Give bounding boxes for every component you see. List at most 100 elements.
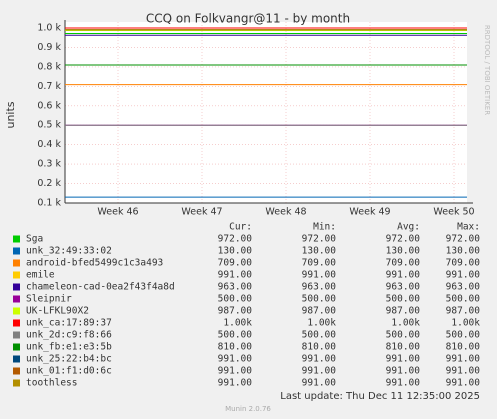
y-tick-label: 0.8 k (37, 61, 61, 72)
legend-label: unk_01:f1:d0:6c (26, 366, 112, 377)
legend-value: 991.00 (386, 270, 421, 281)
legend-value: 987.00 (218, 306, 253, 317)
legend-value: 709.00 (302, 258, 337, 269)
legend-value: 1.00k (223, 318, 252, 329)
legend-value: 991.00 (218, 366, 253, 377)
legend-value: 963.00 (386, 282, 421, 293)
legend-swatch (13, 235, 20, 243)
legend-label: unk_25:22:b4:bc (26, 354, 112, 365)
x-tick-label: Week 48 (265, 207, 306, 218)
y-tick-label: 0.2 k (37, 178, 61, 189)
x-tick-label: Week 49 (349, 207, 390, 218)
legend-label: chameleon-cad-0ea2f43f4a8d (26, 282, 175, 293)
legend-swatch (13, 379, 20, 387)
legend-value: 963.00 (218, 282, 253, 293)
legend-value: 972.00 (446, 234, 481, 245)
legend-value: 500.00 (218, 330, 253, 341)
legend-value: 500.00 (218, 294, 253, 305)
legend-value: 810.00 (446, 342, 481, 353)
legend-value: 500.00 (386, 330, 421, 341)
legend-label: Sga (26, 234, 43, 245)
side-label: RRDTOOL / TOBI OETIKER (483, 25, 491, 115)
legend-value: 130.00 (302, 246, 337, 257)
legend-value: 709.00 (218, 258, 253, 269)
legend-swatch (13, 271, 20, 279)
legend-value: 987.00 (446, 306, 481, 317)
legend-swatch (13, 295, 20, 303)
legend-swatch (13, 247, 20, 255)
column-header: Min: (313, 222, 336, 233)
legend-label: toothless (26, 378, 77, 389)
legend-swatch (13, 307, 20, 315)
y-tick-label: 0.3 k (37, 159, 61, 170)
legend-label: emile (26, 270, 55, 281)
legend-value: 972.00 (386, 234, 421, 245)
legend-value: 1.00k (307, 318, 336, 329)
legend-label: android-bfed5499c1c3a493 (26, 258, 163, 269)
legend-swatch (13, 331, 20, 339)
legend-value: 991.00 (446, 270, 481, 281)
legend-value: 810.00 (302, 342, 337, 353)
y-tick-label: 0.5 k (37, 120, 61, 131)
legend-swatch (13, 283, 20, 291)
column-header: Avg: (397, 222, 420, 233)
legend-value: 500.00 (386, 294, 421, 305)
legend-value: 991.00 (386, 354, 421, 365)
y-tick-label: 0.9 k (37, 42, 61, 53)
legend-value: 130.00 (386, 246, 421, 257)
y-tick-label: 1.0 k (37, 23, 61, 34)
plot-area (65, 22, 467, 203)
y-tick-label: 0.4 k (37, 139, 61, 150)
x-tick-label: Week 50 (433, 207, 474, 218)
x-tick-label: Week 47 (181, 207, 222, 218)
legend-swatch (13, 367, 20, 375)
legend-value: 991.00 (218, 378, 253, 389)
legend-value: 991.00 (446, 366, 481, 377)
legend-value: 500.00 (302, 330, 337, 341)
legend-value: 709.00 (446, 258, 481, 269)
legend-label: UK-LFKL90X2 (26, 306, 89, 317)
legend-value: 500.00 (446, 330, 481, 341)
legend-swatch (13, 343, 20, 351)
legend-value: 987.00 (386, 306, 421, 317)
legend-swatch (13, 355, 20, 363)
legend-swatch (13, 319, 20, 327)
legend-value: 500.00 (302, 294, 337, 305)
legend-value: 991.00 (302, 366, 337, 377)
chart-title: CCQ on Folkvangr@11 - by month (146, 12, 350, 26)
legend-value: 991.00 (218, 354, 253, 365)
column-header: Cur: (229, 222, 252, 233)
legend-value: 130.00 (446, 246, 481, 257)
legend-label: Sleipnir (26, 294, 72, 305)
legend-value: 810.00 (218, 342, 253, 353)
legend-label: unk_2d:c9:f8:66 (26, 330, 112, 341)
legend-value: 972.00 (302, 234, 337, 245)
y-tick-label: 0.6 k (37, 100, 61, 111)
column-header: Max: (457, 222, 480, 233)
legend-value: 1.00k (451, 318, 480, 329)
legend-value: 500.00 (446, 294, 481, 305)
legend-value: 1.00k (391, 318, 420, 329)
legend-value: 963.00 (302, 282, 337, 293)
last-update: Last update: Thu Dec 11 12:35:00 2025 (280, 391, 480, 402)
legend-value: 991.00 (302, 354, 337, 365)
legend-label: unk_ca:17:89:37 (26, 318, 112, 329)
legend-value: 972.00 (218, 234, 253, 245)
legend-value: 991.00 (302, 270, 337, 281)
legend-value: 963.00 (446, 282, 481, 293)
legend-label: unk_fb:e1:e3:5b (26, 342, 112, 353)
legend-label: unk_32:49:33:02 (26, 246, 112, 257)
legend-value: 130.00 (218, 246, 253, 257)
legend-value: 991.00 (386, 366, 421, 377)
legend-value: 991.00 (386, 378, 421, 389)
y-tick-label: 0.1 k (37, 198, 61, 209)
legend-value: 709.00 (386, 258, 421, 269)
footer: Munin 2.0.76 (225, 405, 271, 413)
legend-value: 991.00 (302, 378, 337, 389)
legend-value: 991.00 (218, 270, 253, 281)
legend-value: 987.00 (302, 306, 337, 317)
y-axis-label: units (4, 101, 17, 128)
y-tick-label: 0.7 k (37, 81, 61, 92)
legend-value: 991.00 (446, 354, 481, 365)
